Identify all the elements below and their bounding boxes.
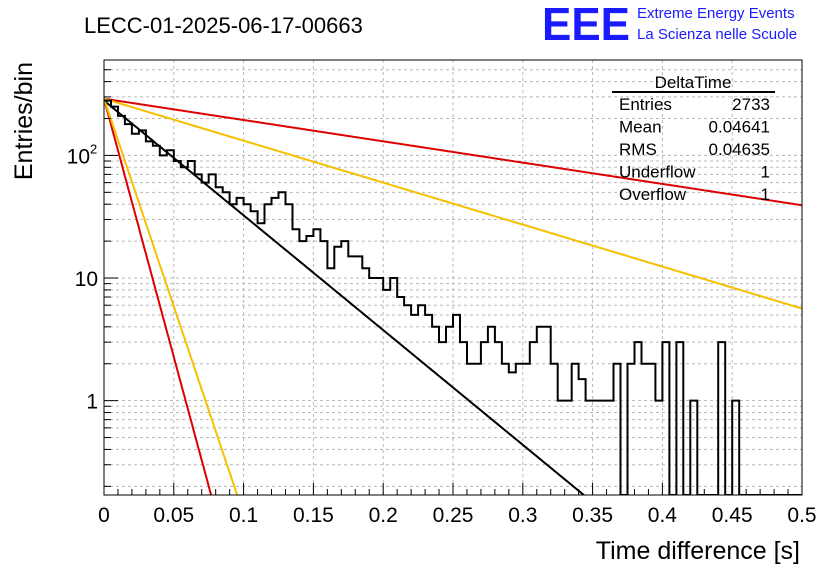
logo-mark: EEE [542, 0, 630, 50]
x-tick-label: 0.25 [433, 504, 474, 527]
fit-curve [104, 97, 802, 207]
x-axis-label: Time difference [s] [596, 537, 800, 565]
y-tick-label: 10 [75, 268, 98, 291]
x-tick-labels: 0 0.05 0.1 0.15 0.2 0.25 0.3 0.35 0.4 0.45 0.5 [98, 504, 816, 527]
x-tick-label: 0.35 [572, 504, 613, 527]
logo-line1: Extreme Energy Events [637, 5, 795, 22]
x-tick-label: 0.3 [508, 504, 537, 527]
stats-label: Mean [619, 118, 662, 137]
stats-label: Underflow [619, 163, 696, 182]
stats-label: RMS [619, 140, 657, 159]
fit-curve [104, 98, 239, 495]
stats-value: 1 [761, 163, 770, 182]
x-tick-label: 0.1 [229, 504, 258, 527]
y-tick-label: 10 [67, 145, 90, 168]
y-tick-exponent: 2 [90, 141, 97, 156]
y-axis-label: Entries/bin [10, 62, 38, 180]
x-tick-label: 0.2 [369, 504, 398, 527]
x-tick-label: 0.5 [787, 504, 816, 527]
histogram [104, 99, 802, 495]
fit-curve [104, 97, 802, 310]
stats-value: 2733 [732, 95, 770, 114]
stats-value: 0.04635 [709, 140, 770, 159]
fit-curve [104, 98, 213, 495]
axis-ticks [103, 59, 803, 495]
chart-title: LECC-01-2025-06-17-00663 [84, 13, 363, 38]
stats-box: DeltaTime Entries 2733 Mean 0.04641 RMS 0.046… [612, 73, 775, 204]
x-tick-label: 0 [98, 504, 110, 527]
stats-label: Entries [619, 95, 672, 114]
stats-label: Overflow [619, 185, 687, 204]
x-tick-label: 0.45 [712, 504, 753, 527]
histogram-steps [104, 99, 802, 495]
stats-value: 0.04641 [709, 118, 770, 137]
x-tick-label: 0.15 [293, 504, 334, 527]
logo: EEE Extreme Energy Events La Scienza nel… [542, 0, 797, 50]
stats-title: DeltaTime [655, 73, 732, 92]
stats-value: 1 [761, 185, 770, 204]
logo-line2: La Scienza nelle Scuole [637, 26, 797, 43]
x-tick-label: 0.4 [648, 504, 678, 527]
y-tick-label: 1 [86, 391, 98, 414]
x-tick-label: 0.05 [153, 504, 194, 527]
